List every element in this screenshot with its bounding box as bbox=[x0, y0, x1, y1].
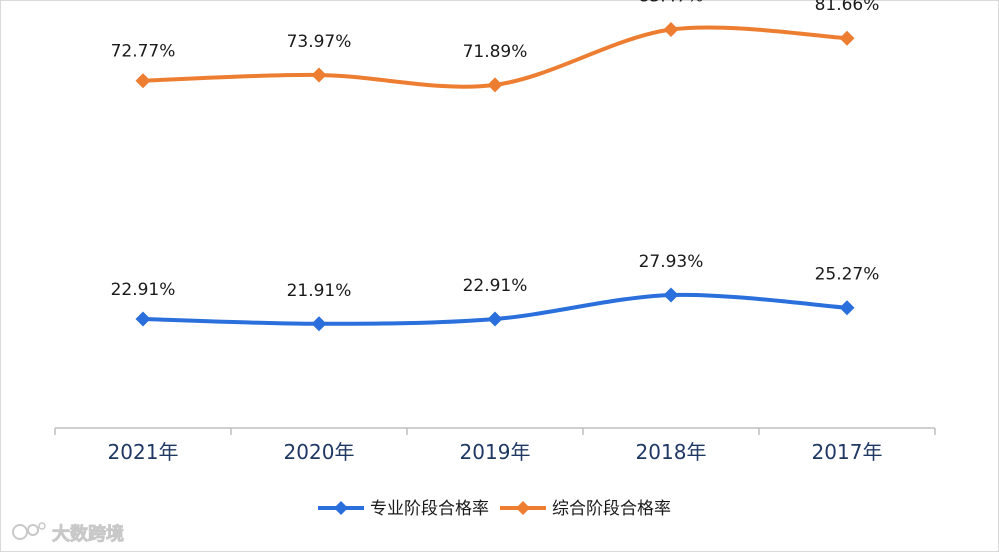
data-point-marker bbox=[311, 316, 327, 332]
data-label: 21.91% bbox=[287, 281, 352, 301]
data-point-marker bbox=[487, 77, 503, 93]
data-point-marker bbox=[487, 311, 503, 327]
x-tick-label: 2017年 bbox=[812, 440, 883, 464]
data-label: 22.91% bbox=[463, 276, 528, 296]
data-label: 83.47% bbox=[639, 0, 704, 7]
data-label: 25.27% bbox=[815, 265, 880, 285]
data-point-marker bbox=[663, 287, 679, 303]
x-tick-label: 2020年 bbox=[284, 440, 355, 464]
x-tick-label: 2021年 bbox=[108, 440, 179, 464]
watermark-text: 大数跨境 bbox=[52, 523, 124, 545]
series-comprehensive bbox=[135, 22, 855, 93]
legend-marker-icon bbox=[516, 501, 530, 515]
data-label: 73.97% bbox=[287, 32, 352, 52]
data-label: 72.77% bbox=[111, 42, 176, 62]
legend-item[interactable]: 综合阶段合格率 bbox=[500, 499, 671, 519]
data-point-marker bbox=[663, 22, 679, 38]
data-labels: 22.91% 21.91% 22.91% 27.93% 25.27% 72.77% 73.9… bbox=[111, 0, 880, 301]
data-point-marker bbox=[839, 300, 855, 316]
data-point-marker bbox=[311, 67, 327, 83]
watermark-logo-icon bbox=[12, 522, 46, 540]
legend-label: 综合阶段合格率 bbox=[552, 499, 671, 519]
x-tick-label: 2019年 bbox=[460, 440, 531, 464]
legend-label: 专业阶段合格率 bbox=[370, 499, 489, 519]
series-layer bbox=[135, 22, 855, 332]
data-point-marker bbox=[135, 73, 151, 89]
data-label: 22.91% bbox=[111, 280, 176, 300]
data-point-marker bbox=[839, 30, 855, 46]
data-point-marker bbox=[135, 311, 151, 327]
series-professional bbox=[135, 287, 855, 332]
x-tick-labels: 2021年 2020年 2019年 2018年 2017年 bbox=[108, 440, 883, 464]
legend[interactable]: 专业阶段合格率 综合阶段合格率 bbox=[318, 499, 671, 519]
x-tick-label: 2018年 bbox=[636, 440, 707, 464]
data-label: 81.66% bbox=[815, 0, 880, 15]
x-axis bbox=[54, 427, 936, 435]
data-label: 71.89% bbox=[463, 42, 528, 62]
legend-item[interactable]: 专业阶段合格率 bbox=[318, 499, 489, 519]
data-label: 27.93% bbox=[639, 252, 704, 272]
watermark: 大数跨境 bbox=[12, 522, 124, 545]
legend-marker-icon bbox=[334, 501, 348, 515]
